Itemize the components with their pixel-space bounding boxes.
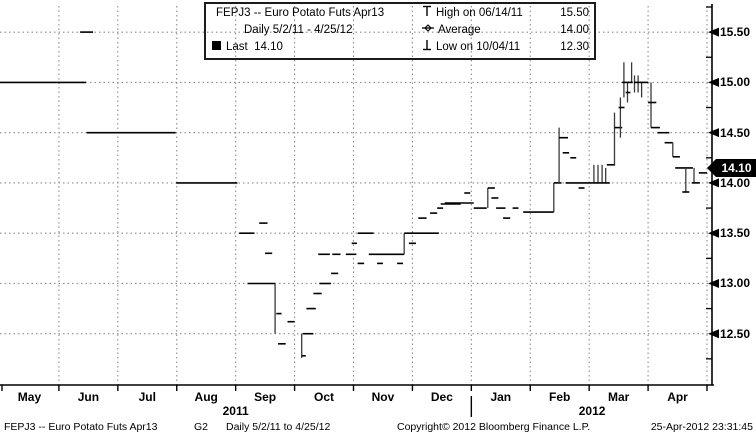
y-axis-label: 12.50 bbox=[720, 326, 751, 341]
x-axis-month-label: Jun bbox=[77, 390, 100, 404]
footer-bar: FEPJ3 -- Euro Potato Futs Apr13 G2 Daily… bbox=[0, 421, 756, 435]
chart-period: Daily 5/2/11 - 4/25/12 bbox=[244, 24, 353, 36]
x-axis-month-label: Apr bbox=[667, 390, 688, 404]
legend-box: FEPJ3 -- Euro Potato Futs Apr13 High on … bbox=[204, 2, 596, 60]
legend-row-3: Last 14.10 Low on 10/04/11 12.30 bbox=[206, 39, 594, 56]
y-axis-label: 13.00 bbox=[720, 276, 751, 291]
legend-last-label: Last bbox=[226, 41, 248, 53]
footer-copyright: Copyright© 2012 Bloomberg Finance L.P. bbox=[397, 421, 591, 433]
legend-low-label: Low on 10/04/11 bbox=[436, 41, 521, 53]
legend-low-entry: Low on 10/04/11 bbox=[422, 39, 520, 56]
footer-range: Daily 5/2/11 to 4/25/12 bbox=[226, 421, 331, 433]
x-axis-month-label: Aug bbox=[194, 390, 218, 404]
legend-row-1: FEPJ3 -- Euro Potato Futs Apr13 High on … bbox=[206, 5, 594, 22]
y-axis-label: 15.00 bbox=[720, 75, 751, 90]
legend-last-value: 14.10 bbox=[254, 41, 283, 53]
legend-last-entry: Last 14.10 bbox=[211, 39, 283, 56]
y-axis-tick-arrow-icon bbox=[708, 228, 719, 238]
legend-low-value: 12.30 bbox=[560, 41, 589, 53]
x-axis-month-label: Nov bbox=[371, 390, 395, 404]
x-axis-month-label: Mar bbox=[607, 390, 630, 404]
black-square-icon bbox=[212, 41, 221, 50]
y-axis-label: 14.00 bbox=[720, 175, 751, 190]
x-axis-month-label: May bbox=[17, 390, 42, 404]
footer-page-code: G2 bbox=[194, 421, 209, 433]
high-tick-icon bbox=[423, 5, 431, 16]
x-axis-month-label: Jul bbox=[138, 390, 156, 404]
legend-row-2: Daily 5/2/11 - 4/25/12 Average 14.00 bbox=[206, 22, 594, 39]
x-axis-year-label: 2011 bbox=[222, 404, 249, 418]
y-axis-label: 13.50 bbox=[720, 226, 751, 241]
footer-timestamp: 25-Apr-2012 23:31:45 bbox=[650, 421, 753, 433]
x-axis-month-label: Sep bbox=[254, 390, 277, 404]
x-axis-month-label: Oct bbox=[314, 390, 335, 404]
legend-high-label: High on 06/14/11 bbox=[436, 7, 523, 19]
y-axis-tick-arrow-icon bbox=[708, 278, 719, 288]
x-axis-month-label: Jan bbox=[490, 390, 512, 404]
y-axis-label: 14.50 bbox=[720, 125, 751, 140]
footer-security: FEPJ3 -- Euro Potato Futs Apr13 bbox=[4, 421, 158, 433]
y-axis-tick-arrow-icon bbox=[708, 27, 719, 37]
legend-average-entry: Average bbox=[422, 22, 481, 39]
last-price-tag-value: 14.10 bbox=[716, 158, 756, 177]
security-title: FEPJ3 -- Euro Potato Futs Apr13 bbox=[216, 7, 385, 19]
y-axis-tick-arrow-icon bbox=[708, 178, 719, 188]
x-axis-month-label: Dec bbox=[430, 390, 453, 404]
average-cross-icon bbox=[422, 24, 434, 32]
y-axis-tick-arrow-icon bbox=[708, 128, 719, 138]
x-axis-month-label: Feb bbox=[549, 390, 571, 404]
legend-average-label: Average bbox=[438, 24, 481, 36]
y-axis-tick-arrow-icon bbox=[708, 329, 719, 339]
low-tick-icon bbox=[423, 40, 431, 51]
y-axis-tick-arrow-icon bbox=[708, 77, 719, 87]
legend-high-value: 15.50 bbox=[560, 7, 589, 19]
last-price-tag-arrow-icon bbox=[707, 158, 716, 177]
legend-high-entry: High on 06/14/11 bbox=[422, 5, 523, 22]
x-axis-year-label: 2012 bbox=[578, 404, 606, 418]
legend-average-value: 14.00 bbox=[560, 24, 589, 36]
y-axis-label: 15.50 bbox=[720, 25, 751, 40]
